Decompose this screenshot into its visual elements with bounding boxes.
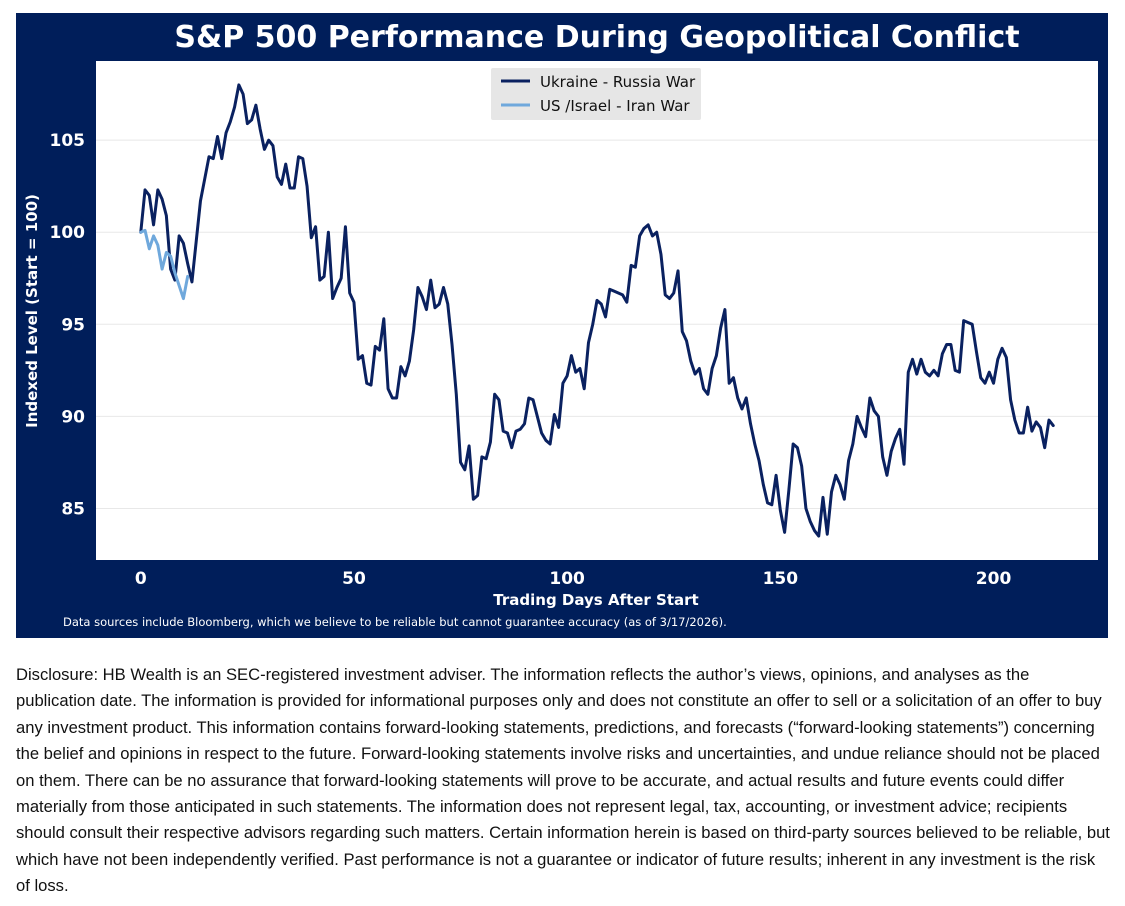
y-axis-label: Indexed Level (Start = 100) (23, 194, 41, 428)
x-tick-label: 100 (549, 569, 585, 589)
series-line-us-israel-iran (139, 228, 190, 301)
series-lines (139, 83, 1055, 538)
y-tick-label: 100 (50, 223, 86, 243)
x-tick-label: 200 (976, 569, 1012, 589)
y-tick-label: 95 (61, 315, 85, 335)
footnote: Data sources include Bloomberg, which we… (63, 615, 727, 629)
chart-panel: S&P 500 Performance During Geopolitical … (16, 13, 1108, 638)
series-line-ukraine-russia (139, 83, 1055, 538)
legend-box (491, 68, 701, 120)
y-tick-label: 85 (61, 499, 85, 519)
legend-label-us-israel-iran: US /Israel - Iran War (540, 97, 690, 115)
x-tick-label: 50 (342, 569, 366, 589)
plot-area (96, 61, 1098, 560)
chart-title: S&P 500 Performance During Geopolitical … (174, 20, 1019, 55)
x-tick-label: 150 (763, 569, 799, 589)
legend-label-ukraine-russia: Ukraine - Russia War (540, 73, 696, 91)
legend: Ukraine - Russia War US /Israel - Iran W… (491, 68, 701, 120)
x-axis-label: Trading Days After Start (493, 591, 698, 609)
disclosure-text: Disclosure: HB Wealth is an SEC-register… (16, 665, 1110, 896)
y-axis-ticks: 85 90 95 100 105 (50, 131, 86, 519)
y-tick-label: 90 (61, 407, 85, 427)
x-axis-ticks: 0 50 100 150 200 (135, 569, 1012, 589)
line-chart: S&P 500 Performance During Geopolitical … (23, 20, 1098, 629)
y-tick-label: 105 (50, 131, 86, 151)
x-tick-label: 0 (135, 569, 147, 589)
